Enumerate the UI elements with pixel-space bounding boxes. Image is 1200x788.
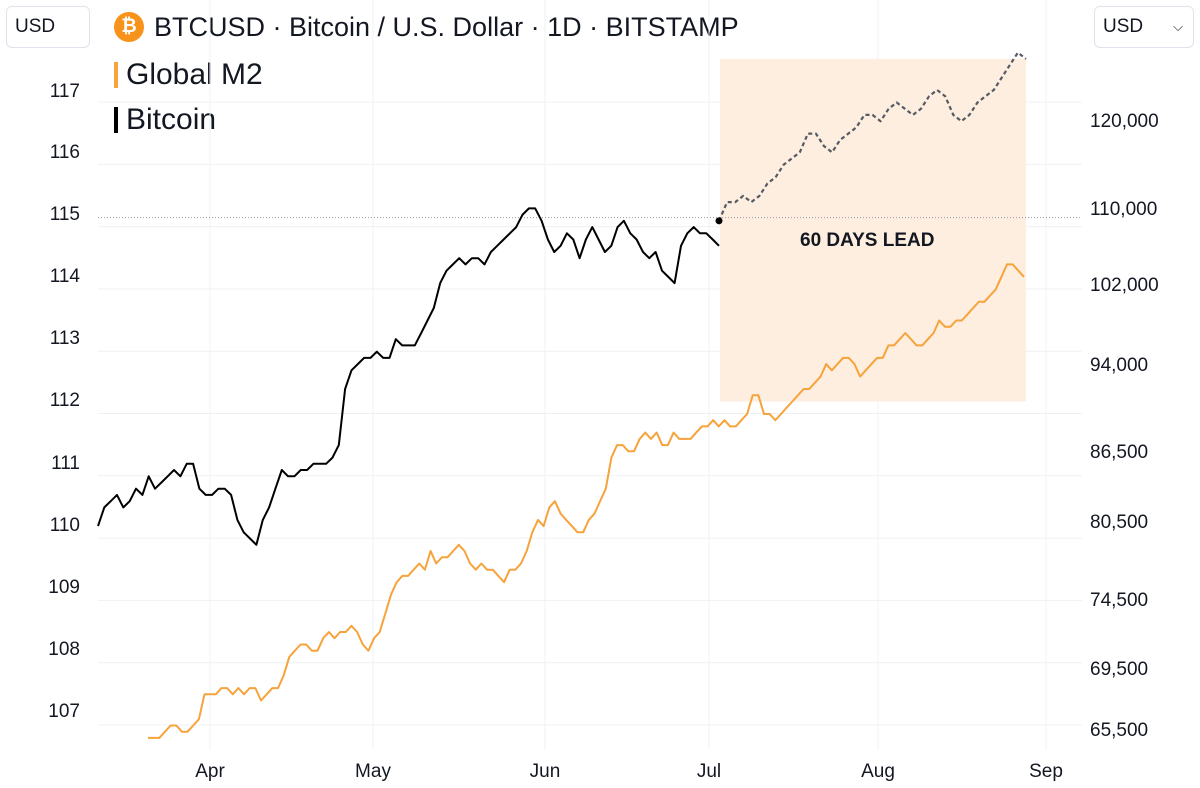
left-axis-tick-label: 111	[51, 453, 80, 474]
x-axis-tick-label: Apr	[195, 761, 225, 782]
left-currency-label: USD	[15, 16, 56, 37]
symbol-line: BTCUSD · Bitcoin / U.S. Dollar · 1D · BI…	[154, 11, 739, 42]
left-axis-tick-label: 113	[50, 328, 80, 349]
legend-swatch-btc	[114, 107, 118, 133]
x-axis-tick-label: May	[355, 761, 391, 782]
right-axis-tick-label: 120,000	[1090, 111, 1159, 132]
chevron-down-icon: ⌵	[1173, 19, 1183, 34]
series-joint-marker	[715, 217, 723, 225]
left-axis-tick-label: 114	[50, 266, 81, 287]
right-axis-tick-label: 65,500	[1090, 720, 1148, 741]
x-axis-tick-label: Aug	[861, 761, 895, 782]
series-line-bitcoin-shifted	[717, 51, 1027, 222]
left-axis-tick-label: 112	[50, 390, 80, 411]
x-axis-tick-label: Jul	[697, 761, 721, 782]
left-axis-tick-label: 108	[48, 639, 80, 660]
legend-label-btc: Bitcoin	[126, 103, 217, 136]
symbol-title: ₿ BTCUSD · Bitcoin / U.S. Dollar · 1D · …	[114, 8, 739, 46]
left-axis-tick-label: 110	[50, 515, 80, 536]
x-axis-tick-label: Sep	[1029, 761, 1063, 782]
left-axis-tick-label: 117	[50, 81, 80, 102]
right-axis-tick-label: 74,500	[1090, 590, 1148, 611]
left-axis-tick-label: 109	[48, 577, 80, 598]
right-currency-label: USD	[1103, 16, 1144, 37]
annotation-60-days-lead: 60 DAYS LEAD	[800, 230, 934, 251]
bitcoin-coin-icon: ₿	[114, 12, 144, 42]
legend-label-m2: Global M2	[126, 58, 263, 91]
right-axis-tick-label: 110,000	[1090, 199, 1157, 220]
legend-item-global-m2: Global M2	[114, 58, 263, 92]
left-axis-tick-label: 116	[50, 142, 80, 163]
right-axis-tick-label: 86,500	[1090, 442, 1148, 463]
right-axis-tick-label: 102,000	[1090, 275, 1159, 296]
right-axis-tick-label: 80,500	[1090, 512, 1148, 533]
x-axis-tick-label: Jun	[530, 761, 561, 782]
series-line-global-m2	[148, 263, 1025, 739]
left-axis-tick-label: 115	[50, 204, 80, 225]
left-currency-selector[interactable]: USD	[6, 6, 90, 48]
right-currency-selector[interactable]: USD ⌵	[1094, 6, 1194, 48]
right-axis-tick-label: 69,500	[1090, 659, 1148, 680]
legend-item-bitcoin: Bitcoin	[114, 103, 216, 137]
legend-swatch-m2	[114, 62, 118, 88]
right-axis-tick-label: 94,000	[1090, 355, 1148, 376]
series-line-bitcoin	[97, 207, 720, 546]
left-axis-tick-label: 107	[48, 701, 80, 722]
